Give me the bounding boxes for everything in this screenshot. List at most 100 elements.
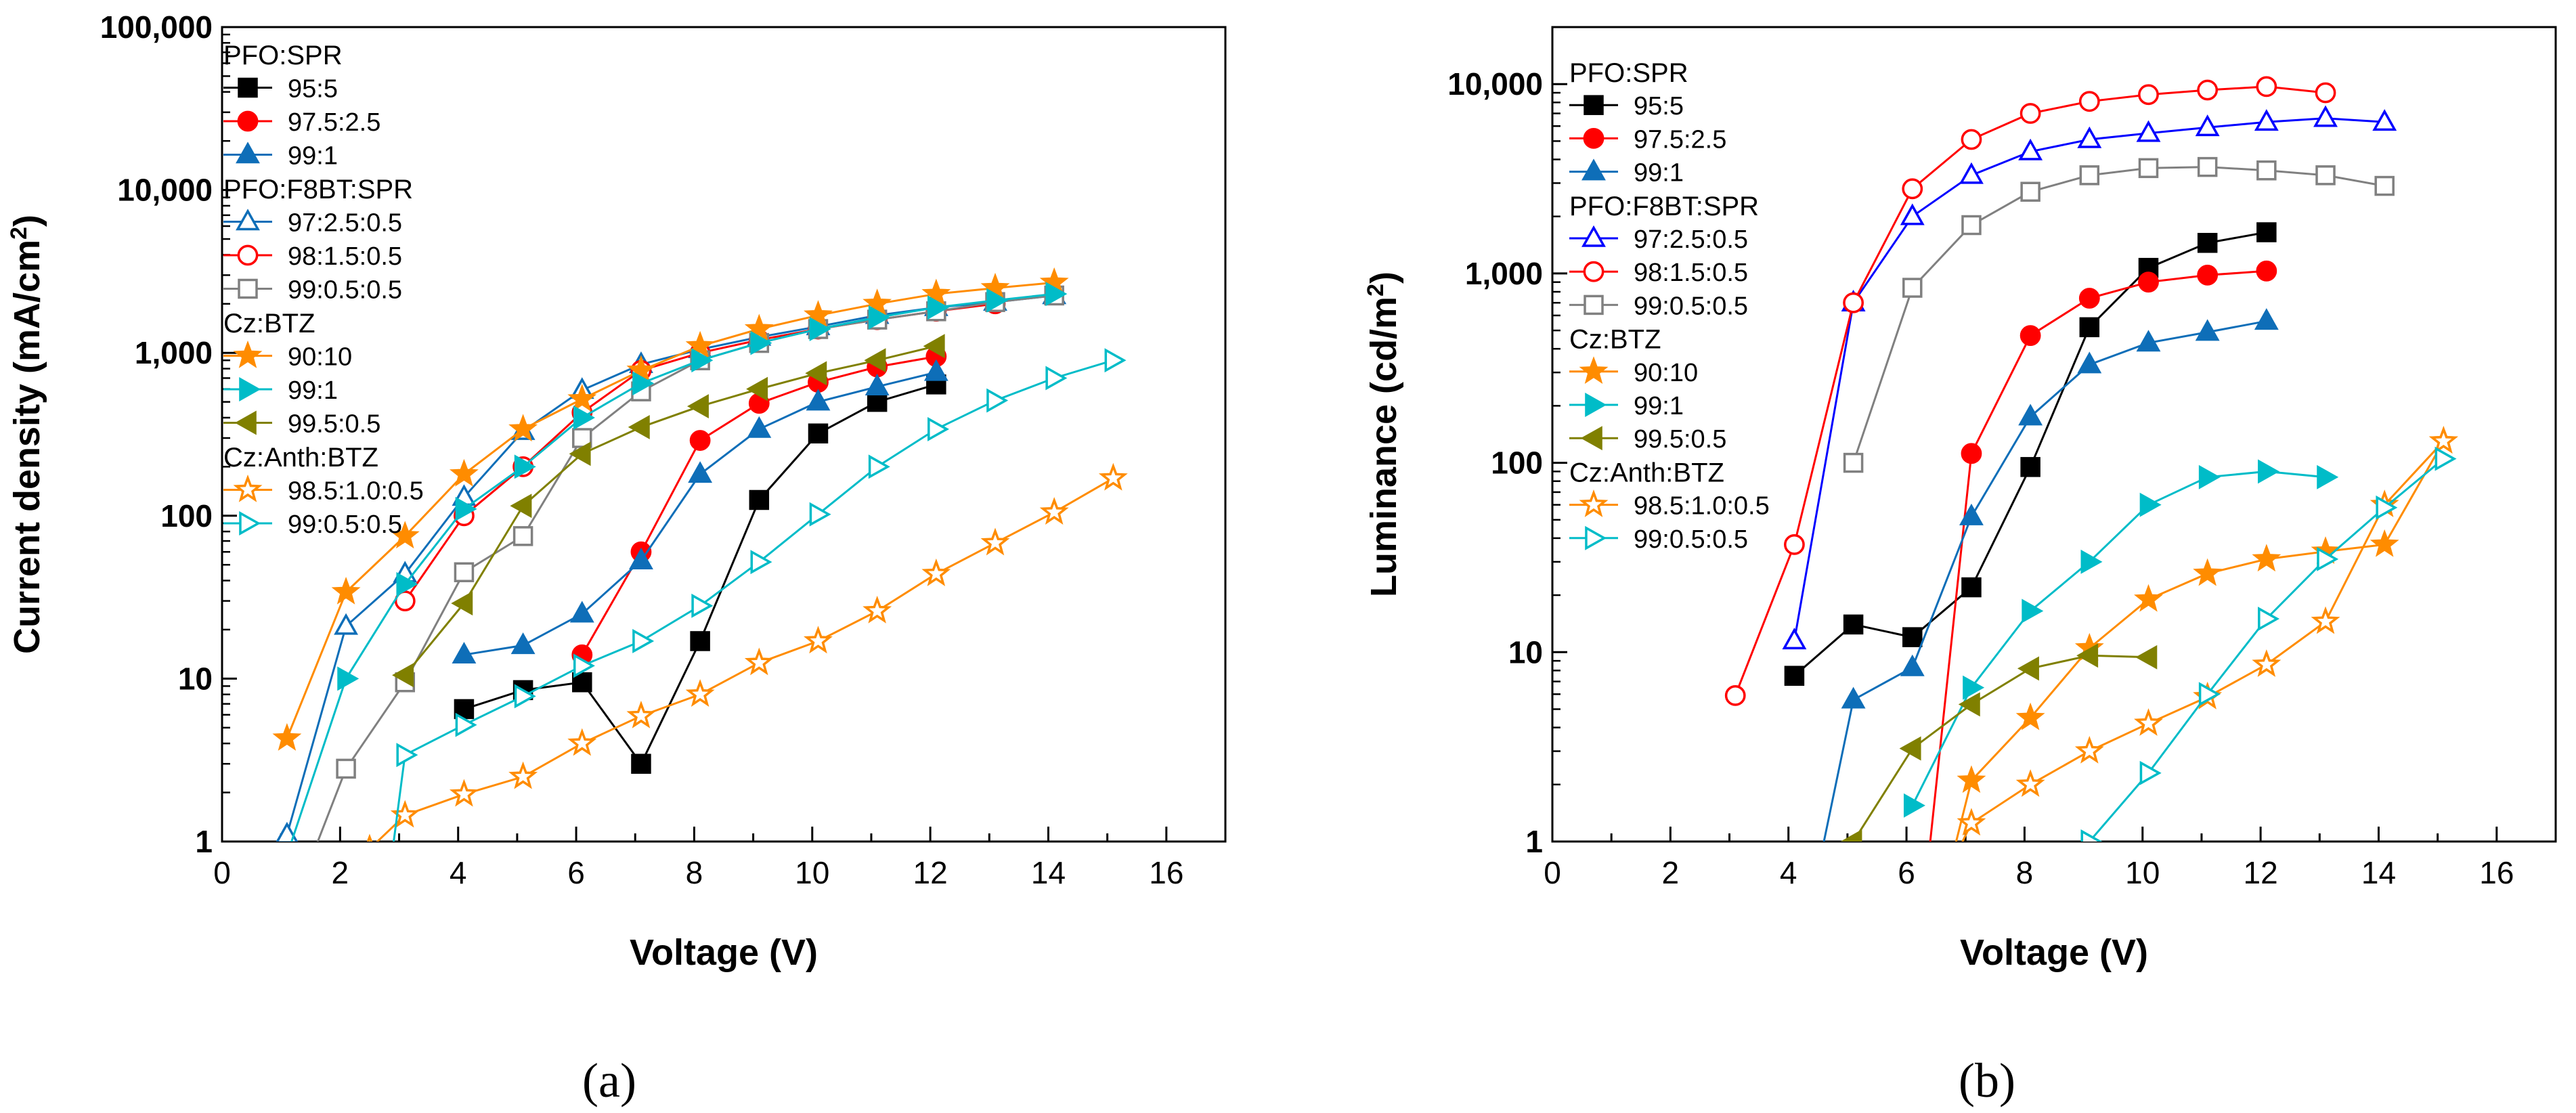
data-point [567,383,597,412]
data-point [2074,736,2104,764]
data-point [2195,319,2220,341]
data-point [514,684,536,709]
data-point [569,441,591,466]
series-line [1961,440,2445,842]
legend-marker [237,110,259,132]
data-point [2020,325,2041,347]
panel-label: (b) [1959,1053,2015,1108]
data-point [1104,348,1127,373]
legend-entry-label: 97:2.5:0.5 [288,209,402,238]
legend-group-title: Cz:BTZ [1569,325,1661,355]
legend-group-title: Cz:BTZ [223,309,315,339]
data-point [628,414,650,439]
y-tick-label: 1,000 [1465,256,1543,291]
data-point [272,723,302,751]
data-point [2020,181,2040,202]
series-cz-anth-btz-98-5-1-0-0-5 [1957,426,2458,842]
data-point [804,626,833,654]
data-point [572,672,592,693]
series-cz-btz-99-5-0-5 [1840,643,2158,842]
data-point [2198,682,2221,707]
data-point [1961,129,1982,150]
series-line [1911,470,2326,806]
y-axis-label: Current density (mA/cm2) [6,215,47,654]
legend-marker [237,244,259,266]
data-point [868,454,890,479]
data-point [396,571,418,596]
data-point [508,761,538,789]
legend-entry-label: 99:0.5:0.5 [1634,525,1748,554]
data-point [2374,175,2395,196]
data-point [865,373,890,395]
series-line [1852,654,2149,842]
legend-entry-label: 90:10 [1634,359,1698,387]
legend-marker [233,474,263,502]
legend-marker [233,340,263,368]
x-tick-label: 2 [332,855,349,890]
data-point [337,666,359,691]
data-point [2313,105,2338,127]
data-point [686,394,709,419]
data-point [1903,793,1925,818]
data-point [1841,686,1866,709]
legend-marker [238,77,258,98]
data-point [1724,684,1746,706]
data-point [2015,702,2045,730]
legend-entry-label: 97.5:2.5 [288,108,380,137]
legend-group-title: PFO:F8BT:SPR [1569,192,1759,221]
panel-label: (a) [582,1053,636,1108]
data-point [749,489,770,510]
data-point [2076,643,2099,668]
data-point [868,305,890,330]
data-point [1784,665,1805,686]
series-cz-anth-btz-99-0-5-0-5 [2080,446,2457,842]
data-point [2195,114,2220,137]
data-point [632,629,655,653]
data-point [744,313,774,342]
data-point [2077,126,2102,148]
data-point [632,371,655,396]
chart-panel-a: 0 2 4 6 8 10 12 14 16 1 10 100 1,000 10,000 100,000 Vol… [6,9,1227,1108]
data-point [267,880,286,900]
data-point [2258,459,2280,484]
data-point [2015,769,2045,798]
legend-marker [1581,225,1606,247]
data-point [1963,675,1985,700]
data-point [567,728,597,756]
data-point [2018,403,2043,426]
data-point [449,458,479,487]
data-point [394,590,416,612]
data-point [980,272,1010,301]
data-point [1958,692,1980,717]
data-point [986,288,1009,313]
legend-group-title: PFO:F8BT:SPR [223,175,413,204]
data-point [2018,138,2043,160]
data-point [1902,178,1923,200]
x-axis-label: Voltage (V) [1960,932,2148,973]
legend-entry-label: 99:0.5:0.5 [288,510,402,539]
y-tick-label: 100,000 [100,9,213,45]
data-point [290,881,307,899]
data-point [2077,351,2102,374]
legend-entry-label: 99:1 [1634,159,1684,188]
data-point [631,754,651,774]
data-point [867,391,888,412]
x-tick-label: 14 [1031,855,1066,890]
data-point [2080,829,2103,842]
legend-entry-label: 99:0.5:0.5 [288,276,402,305]
data-point [508,414,538,442]
legend-entry-label: 98.5:1.0:0.5 [288,477,424,506]
data-point [804,300,833,328]
legend-entry-label: 95:5 [288,75,338,104]
data-point [449,779,479,807]
series-pfo-spr-99-1 [452,359,948,664]
data-point [2198,464,2221,489]
data-point [2020,103,2041,124]
plot-frame [1551,26,2557,843]
series-cz-btz-99-1 [1903,459,2339,818]
legend-entry-label: 99:1 [1634,392,1684,420]
data-point [2252,649,2282,677]
data-point [863,596,892,624]
data-point [921,278,951,307]
